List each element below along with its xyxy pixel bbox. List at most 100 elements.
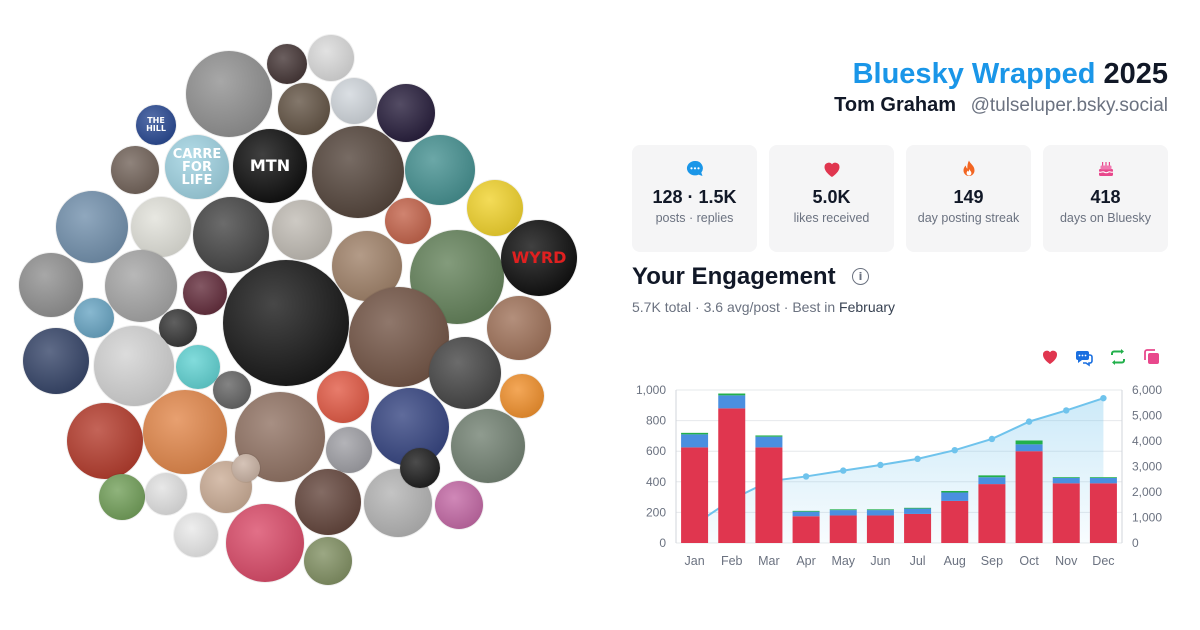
- avatar[interactable]: [332, 231, 402, 301]
- stat-label: likes received: [793, 211, 870, 225]
- x-tick-label: Apr: [796, 554, 815, 568]
- avatar[interactable]: [99, 474, 145, 520]
- avatar[interactable]: [429, 337, 501, 409]
- avatar[interactable]: [467, 180, 523, 236]
- avatar[interactable]: [295, 469, 361, 535]
- bar-likes: [718, 408, 746, 543]
- avatar[interactable]: [186, 51, 272, 137]
- info-icon[interactable]: i: [852, 268, 869, 285]
- quote-icon[interactable]: [1142, 347, 1162, 367]
- avatar[interactable]: [308, 35, 354, 81]
- bar-likes: [904, 513, 932, 543]
- avatar[interactable]: [174, 513, 218, 557]
- avatar[interactable]: [377, 84, 435, 142]
- bar-reposts: [941, 490, 969, 493]
- bar-replies: [941, 492, 969, 501]
- avatar[interactable]: [267, 44, 307, 84]
- avatar[interactable]: [272, 200, 332, 260]
- y-tick-label: 200: [646, 505, 666, 519]
- engagement-avg: 3.6 avg/post: [703, 299, 780, 315]
- cumulative-point: [988, 435, 996, 443]
- avatar[interactable]: [331, 78, 377, 124]
- bar-replies: [792, 511, 820, 517]
- bar-likes: [792, 516, 820, 543]
- avatar[interactable]: [304, 537, 352, 585]
- engagement-summary: 5.7K total · 3.6 avg/post · Best in Febr…: [632, 299, 895, 315]
- avatar[interactable]: [94, 326, 174, 406]
- avatar-label: MTN: [249, 156, 291, 175]
- avatar[interactable]: [435, 481, 483, 529]
- cumulative-point: [840, 467, 847, 474]
- engagement-chart: 0 200 400 600 800 1,000 0 1,000 2,000 3,000 4,000 5…: [636, 383, 1162, 568]
- avatar[interactable]: [176, 345, 220, 389]
- avatar[interactable]: [232, 454, 260, 482]
- avatar[interactable]: [193, 197, 269, 273]
- avatar[interactable]: [278, 83, 330, 135]
- engagement-best-prefix: · Best in: [779, 299, 840, 315]
- engagement-title: Your Engagement: [632, 263, 836, 290]
- engagement-best-month: February: [839, 299, 896, 315]
- avatar[interactable]: [410, 230, 504, 324]
- avatar[interactable]: [317, 371, 369, 423]
- y-tick-label: 400: [646, 475, 666, 489]
- avatar-label: THE HILL: [146, 116, 166, 133]
- avatar[interactable]: [364, 469, 432, 537]
- x-tick-label: Aug: [944, 554, 966, 568]
- bar-likes: [681, 447, 709, 543]
- bar-replies: [829, 510, 857, 516]
- avatar[interactable]: [223, 260, 349, 386]
- user-handle: @tulseluper.bsky.social: [970, 95, 1168, 116]
- y-tick-label: 600: [646, 444, 666, 458]
- avatar[interactable]: [131, 197, 191, 257]
- avatar[interactable]: [213, 371, 251, 409]
- avatar[interactable]: [226, 504, 304, 582]
- avatar[interactable]: [451, 409, 525, 483]
- avatar[interactable]: [500, 374, 544, 418]
- y-tick-label: 0: [659, 536, 666, 550]
- reply-icon[interactable]: [1074, 347, 1094, 367]
- avatar[interactable]: [19, 253, 83, 317]
- avatar[interactable]: [23, 328, 89, 394]
- x-tick-label: Sep: [981, 554, 1003, 568]
- avatar[interactable]: [159, 309, 197, 347]
- avatar[interactable]: THE HILL: [136, 105, 176, 145]
- heart-icon[interactable]: [1040, 347, 1060, 367]
- bar-likes: [1089, 483, 1117, 543]
- y-tick-label: 1,000: [636, 383, 666, 397]
- stat-value: 149: [953, 187, 984, 207]
- cumulative-point: [802, 473, 810, 480]
- avatar[interactable]: [105, 250, 177, 322]
- avatar[interactable]: [74, 298, 114, 338]
- avatar[interactable]: [405, 135, 475, 205]
- avatar[interactable]: [385, 198, 431, 244]
- avatar[interactable]: [67, 403, 143, 479]
- bar-replies: [755, 436, 783, 448]
- avatar[interactable]: [487, 296, 551, 360]
- avatar[interactable]: [312, 126, 404, 218]
- stat-value: 128 · 1.5K: [652, 187, 737, 207]
- bar-replies: [681, 434, 709, 448]
- avatar[interactable]: CARRE FOR LIFE: [165, 135, 229, 199]
- avatar[interactable]: [326, 427, 372, 473]
- avatar[interactable]: MTN: [233, 129, 307, 203]
- bar-reposts: [792, 510, 820, 512]
- bar-reposts: [718, 393, 746, 396]
- title-year: 2025: [1103, 58, 1168, 90]
- avatar[interactable]: [143, 390, 227, 474]
- avatar[interactable]: WYRD: [501, 220, 577, 296]
- bar-replies: [1052, 477, 1080, 484]
- stat-card-posts: 128 · 1.5K posts · replies: [632, 145, 757, 252]
- avatar[interactable]: [111, 146, 159, 194]
- display-name: Tom Graham: [834, 94, 956, 116]
- repost-icon[interactable]: [1108, 347, 1128, 367]
- avatar[interactable]: [183, 271, 227, 315]
- bar-reposts: [1052, 477, 1080, 478]
- avatar[interactable]: [400, 448, 440, 488]
- y2-tick-label: 2,000: [1132, 485, 1162, 499]
- x-tick-label: Dec: [1092, 554, 1114, 568]
- engagement-total: 5.7K: [632, 299, 661, 315]
- stat-label: day posting streak: [917, 211, 1020, 225]
- avatar[interactable]: [56, 191, 128, 263]
- bar-likes: [978, 484, 1006, 543]
- avatar[interactable]: [145, 473, 187, 515]
